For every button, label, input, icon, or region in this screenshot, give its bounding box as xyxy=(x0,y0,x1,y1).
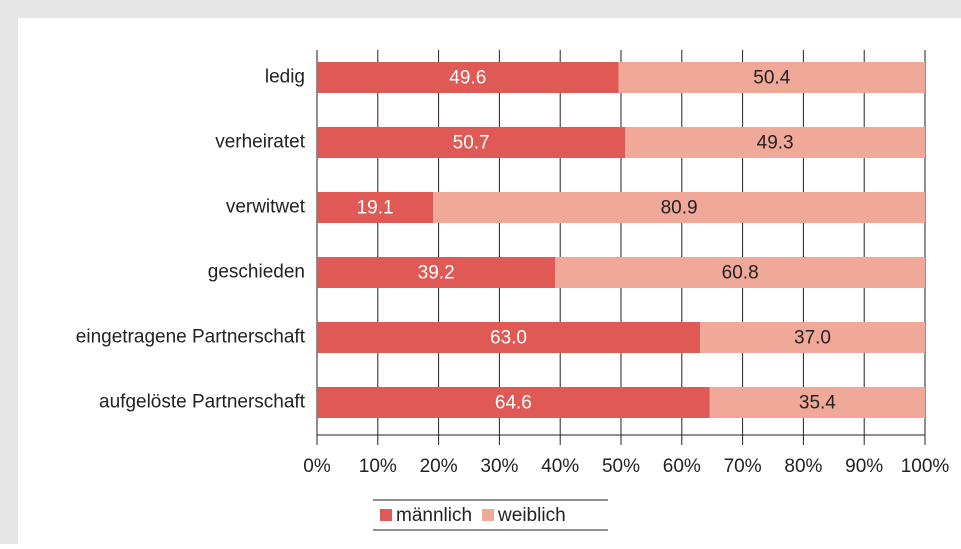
value-label: 35.4 xyxy=(799,393,836,414)
x-tick-label: 70% xyxy=(724,456,762,477)
value-label: 49.3 xyxy=(757,133,794,154)
bar-segment xyxy=(317,192,434,223)
value-label: 49.6 xyxy=(449,68,486,89)
y-tick-label: geschieden xyxy=(208,262,305,283)
x-tick-label: 80% xyxy=(784,456,822,477)
value-label: 50.4 xyxy=(753,68,790,89)
x-tick-label: 100% xyxy=(901,456,950,477)
x-tick-label: 50% xyxy=(602,456,640,477)
value-label: 64.6 xyxy=(495,393,532,414)
x-tick-label: 40% xyxy=(541,456,579,477)
bar-segment xyxy=(317,387,710,418)
bar-segment xyxy=(317,257,556,288)
x-tick-label: 10% xyxy=(359,456,397,477)
y-tick-label: aufgelöste Partnerschaft xyxy=(99,392,306,413)
y-tick-label: verwitwet xyxy=(226,197,306,218)
x-tick-label: 0% xyxy=(303,456,331,477)
value-label: 39.2 xyxy=(418,263,455,284)
value-label: 60.8 xyxy=(722,263,759,284)
bar-segment xyxy=(317,127,626,158)
bar-segment xyxy=(618,62,925,93)
bar-segment xyxy=(625,127,925,158)
bar-segment xyxy=(555,257,925,288)
y-tick-label: ledig xyxy=(265,67,305,88)
legend-swatch xyxy=(482,509,495,521)
legend-label: weiblich xyxy=(497,505,566,526)
bar-segment xyxy=(700,322,925,353)
x-tick-label: 30% xyxy=(480,456,518,477)
bar-segment xyxy=(317,62,619,93)
bar-segment xyxy=(433,192,925,223)
bar-segment xyxy=(317,322,701,353)
y-tick-label: verheiratet xyxy=(215,132,305,153)
x-tick-label: 90% xyxy=(845,456,883,477)
value-label: 80.9 xyxy=(661,198,698,219)
value-label: 19.1 xyxy=(357,198,394,219)
value-label: 37.0 xyxy=(794,328,831,349)
x-tick-label: 20% xyxy=(420,456,458,477)
legend-swatch xyxy=(380,509,392,521)
value-label: 63.0 xyxy=(490,328,527,349)
value-label: 50.7 xyxy=(453,133,490,154)
x-tick-label: 60% xyxy=(663,456,701,477)
bar-segment xyxy=(709,387,925,418)
legend-label: männlich xyxy=(396,505,472,526)
y-tick-label: eingetragene Partnerschaft xyxy=(76,327,306,348)
